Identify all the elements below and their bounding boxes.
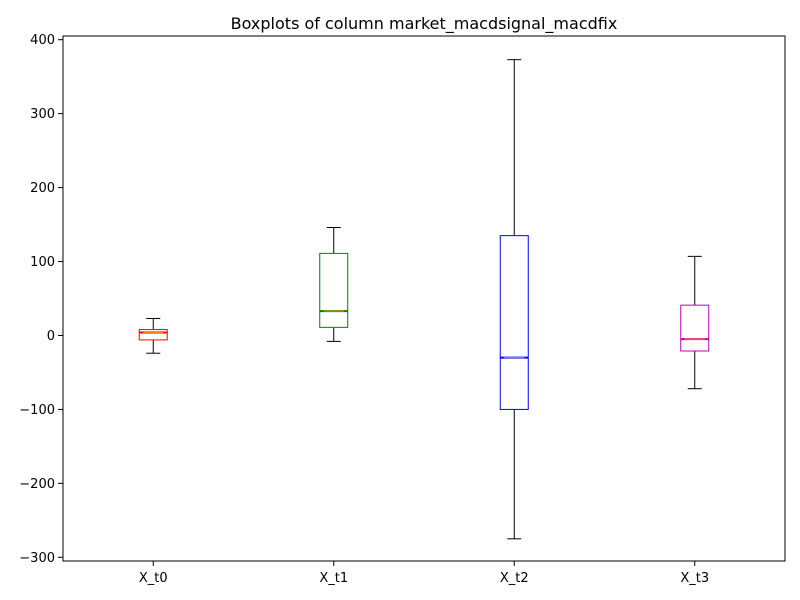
x-tick-label: X_t2 bbox=[500, 571, 529, 586]
chart-title: Boxplots of column market_macdsignal_mac… bbox=[231, 14, 618, 34]
y-tick-label: 200 bbox=[30, 181, 55, 196]
box-x-t2 bbox=[499, 235, 529, 410]
y-tick-label: 100 bbox=[30, 255, 55, 270]
x-tick-label: X_t3 bbox=[680, 571, 709, 586]
box-x-t1 bbox=[319, 252, 349, 328]
y-tick-label: −100 bbox=[19, 403, 55, 418]
box-group bbox=[138, 59, 710, 540]
box-x-t3 bbox=[680, 304, 710, 352]
y-axis: −300 −200 −100 0 100 200 300 400 bbox=[19, 33, 63, 566]
y-tick-label: 300 bbox=[30, 107, 55, 122]
x-tick-label: X_t1 bbox=[319, 571, 348, 586]
x-tick-label: X_t0 bbox=[139, 571, 168, 586]
plot-frame bbox=[62, 35, 786, 562]
y-tick-label: −300 bbox=[19, 551, 55, 566]
x-axis: X_t0 X_t1 X_t2 X_t3 bbox=[139, 561, 709, 586]
box-x-t0 bbox=[138, 329, 168, 341]
y-tick-label: 400 bbox=[30, 33, 55, 48]
y-tick-label: 0 bbox=[47, 329, 55, 344]
y-tick-label: −200 bbox=[19, 477, 55, 492]
